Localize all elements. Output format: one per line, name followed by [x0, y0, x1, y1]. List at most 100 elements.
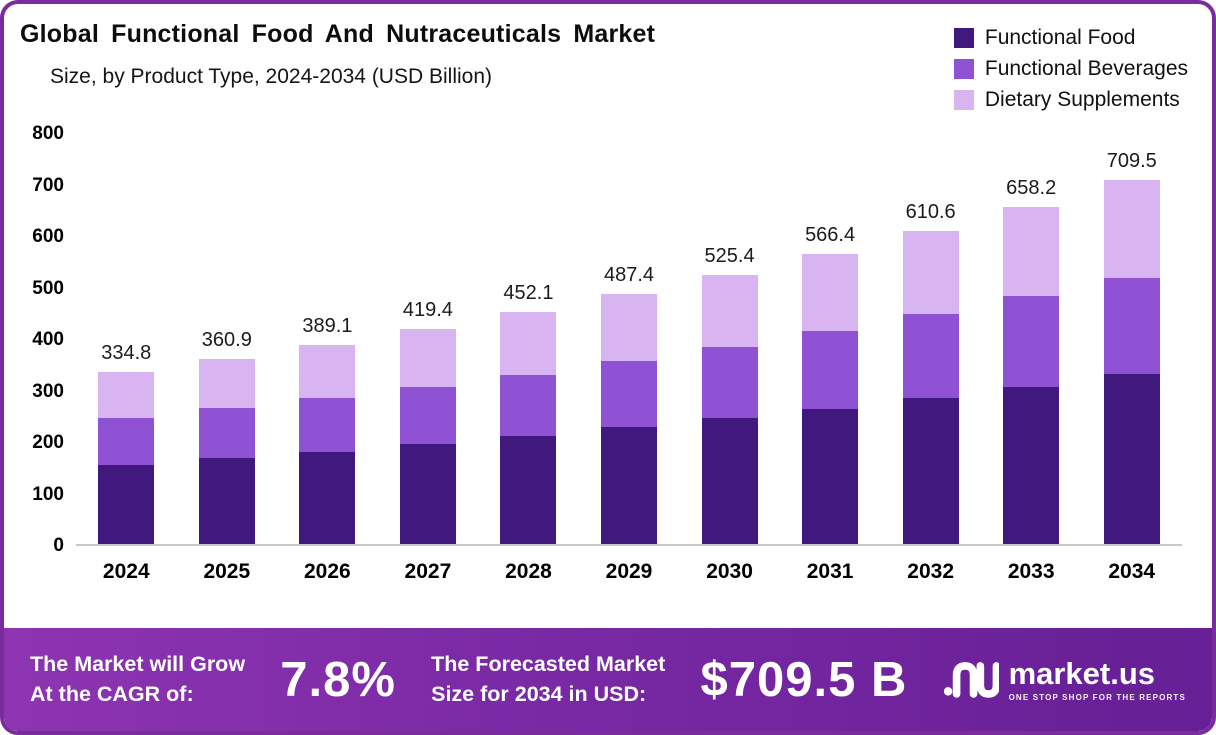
- bar-segment-dietary-supplements: [198, 359, 255, 409]
- bar-segment-functional-beverages: [198, 408, 255, 459]
- forecast-label: The Forecasted Market Size for 2034 in U…: [431, 650, 665, 708]
- bar-segment-functional-beverages: [500, 374, 557, 436]
- bar-segment-functional-food: [299, 451, 356, 544]
- bar-value-label-2034: 709.5: [1106, 150, 1157, 173]
- bar-column-2030: 525.4: [679, 134, 780, 544]
- brand-tagline: ONE STOP SHOP FOR THE REPORTS: [1008, 692, 1186, 702]
- bar-value-label-2031: 566.4: [805, 223, 856, 246]
- bar-segment-functional-food: [601, 427, 657, 544]
- stacked-bar-chart: 0 100 200 300 400 500 600 700 800 334.8 360.9 389.…: [18, 123, 1182, 584]
- y-tick-label-700: 700: [32, 174, 64, 196]
- bar-segment-dietary-supplements: [701, 274, 758, 347]
- x-tick-label-2025: 2025: [203, 560, 251, 583]
- chart-legend: Functional Food Functional Beverages Die…: [953, 26, 1188, 112]
- page-title: Global Functional Food And Nutraceutical…: [20, 20, 656, 48]
- plot-area: 334.8 360.9 389.1 419.4 452.1 487.4 525.4 566.4…: [76, 134, 1182, 546]
- bar-column-2026: 389.1: [277, 134, 378, 544]
- bar-value-label-2025: 360.9: [201, 329, 252, 352]
- bar-segment-dietary-supplements: [802, 253, 859, 332]
- legend-item-functional-food: Functional Food: [953, 26, 1188, 50]
- bar-segment-functional-beverages: [701, 346, 758, 419]
- bar-value-label-2028: 452.1: [503, 282, 554, 305]
- forecast-label-line1: The Forecasted Market: [431, 652, 666, 677]
- bar-column-2032: 610.6: [880, 134, 981, 544]
- bar-stack-2024: [98, 372, 155, 544]
- bar-segment-functional-beverages: [1003, 296, 1060, 387]
- bar-segment-dietary-supplements: [98, 372, 155, 419]
- bar-segment-functional-food: [1103, 374, 1160, 544]
- bar-value-label-2033: 658.2: [1006, 176, 1057, 199]
- forecast-label-line2: Size for 2034 in USD:: [431, 681, 647, 706]
- bar-column-2029: 487.4: [579, 134, 680, 544]
- cagr-label-line2: At the CAGR of:: [30, 681, 194, 706]
- bar-segment-functional-food: [802, 408, 859, 544]
- y-tick-label-500: 500: [32, 277, 64, 299]
- bar-value-label-2032: 610.6: [905, 201, 956, 224]
- legend-swatch-functional-food: [953, 28, 974, 48]
- bar-value-label-2026: 389.1: [302, 314, 353, 337]
- bar-segment-dietary-supplements: [500, 312, 557, 375]
- bar-segment-functional-food: [500, 435, 557, 544]
- bar-segment-functional-food: [98, 464, 155, 544]
- bar-column-2027: 419.4: [378, 134, 479, 544]
- bar-segment-functional-beverages: [299, 397, 356, 452]
- y-tick-label-600: 600: [32, 226, 64, 247]
- bar-value-label-2024: 334.8: [101, 342, 152, 365]
- legend-label-functional-food: Functional Food: [984, 26, 1136, 49]
- legend-label-functional-beverages: Functional Beverages: [984, 57, 1188, 80]
- y-tick-label-0: 0: [53, 535, 64, 556]
- legend-label-dietary-supplements: Dietary Supplements: [984, 88, 1180, 111]
- bar-segment-functional-beverages: [802, 331, 859, 409]
- bar-segment-dietary-supplements: [299, 344, 356, 398]
- legend-item-dietary-supplements: Dietary Supplements: [953, 88, 1188, 112]
- x-tick-label-2027: 2027: [404, 560, 452, 583]
- brand-logo: market.us ONE STOP SHOP FOR THE REPORTS: [943, 656, 1186, 703]
- bar-stack-2030: [701, 274, 758, 544]
- y-axis: 0 100 200 300 400 500 600 700 800: [18, 123, 76, 556]
- bar-value-label-2030: 525.4: [704, 244, 755, 267]
- cagr-label: The Market will Grow At the CAGR of:: [30, 650, 245, 708]
- bar-segment-functional-food: [399, 443, 456, 544]
- x-tick-label-2024: 2024: [102, 560, 150, 583]
- x-tick-label-2029: 2029: [605, 560, 653, 583]
- legend-swatch-dietary-supplements: [953, 90, 974, 110]
- bar-segment-dietary-supplements: [902, 231, 959, 315]
- marketus-logo-icon: [943, 656, 1000, 703]
- bar-segment-functional-beverages: [601, 361, 657, 428]
- bar-segment-dietary-supplements: [399, 329, 456, 387]
- y-tick-label-300: 300: [32, 380, 64, 402]
- bar-stack-2025: [198, 359, 255, 544]
- bar-segment-functional-beverages: [399, 386, 456, 444]
- bar-segment-functional-beverages: [902, 314, 959, 398]
- bar-value-label-2027: 419.4: [402, 299, 453, 322]
- x-tick-label-2028: 2028: [505, 560, 552, 583]
- chart-subtitle: Size, by Product Type, 2024-2034 (USD Bi…: [50, 65, 493, 88]
- cagr-label-line1: The Market will Grow: [30, 652, 246, 677]
- x-tick-label-2026: 2026: [304, 560, 351, 583]
- footer-banner: The Market will Grow At the CAGR of: 7.8…: [4, 628, 1212, 731]
- bar-stack-2028: [500, 312, 557, 544]
- bar-segment-functional-beverages: [98, 418, 155, 465]
- bar-stack-2027: [399, 329, 456, 544]
- bar-stack-2026: [299, 344, 356, 544]
- bar-column-2031: 566.4: [780, 134, 881, 544]
- bar-value-label-2029: 487.4: [603, 264, 655, 287]
- bar-segment-functional-food: [902, 397, 959, 544]
- bar-stack-2034: [1103, 180, 1160, 544]
- y-tick-label-400: 400: [32, 329, 64, 350]
- legend-swatch-functional-beverages: [953, 59, 974, 79]
- bar-stack-2031: [802, 253, 859, 544]
- bar-segment-functional-food: [1003, 386, 1060, 544]
- bar-segment-dietary-supplements: [1103, 180, 1160, 278]
- bar-stack-2033: [1003, 206, 1060, 544]
- cagr-value: 7.8%: [280, 652, 396, 707]
- y-tick-label-800: 800: [32, 123, 64, 144]
- bar-segment-dietary-supplements: [601, 294, 657, 362]
- bar-column-2033: 658.2: [981, 134, 1082, 544]
- bar-segment-functional-food: [701, 418, 758, 544]
- legend-item-functional-beverages: Functional Beverages: [953, 57, 1188, 81]
- x-tick-label-2032: 2032: [907, 560, 954, 583]
- bar-stack-2029: [601, 294, 657, 544]
- bar-segment-functional-beverages: [1103, 277, 1160, 375]
